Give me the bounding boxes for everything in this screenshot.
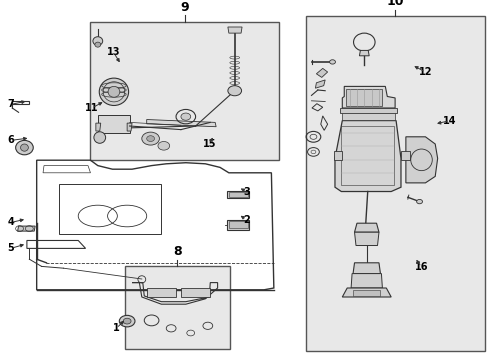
Polygon shape xyxy=(352,290,380,296)
Ellipse shape xyxy=(146,136,154,141)
Bar xyxy=(305,16,484,351)
Polygon shape xyxy=(342,288,390,297)
Polygon shape xyxy=(146,120,216,127)
Text: 2: 2 xyxy=(243,215,249,225)
Ellipse shape xyxy=(94,132,105,143)
Polygon shape xyxy=(333,151,342,160)
Polygon shape xyxy=(346,89,382,106)
Polygon shape xyxy=(315,80,325,88)
Polygon shape xyxy=(339,108,396,113)
Polygon shape xyxy=(96,123,101,131)
Polygon shape xyxy=(350,274,382,288)
Polygon shape xyxy=(405,137,437,183)
Text: 14: 14 xyxy=(442,116,456,126)
Ellipse shape xyxy=(108,86,120,97)
Polygon shape xyxy=(228,192,247,197)
Polygon shape xyxy=(354,223,378,232)
Text: 4: 4 xyxy=(7,217,14,228)
Text: 9: 9 xyxy=(180,1,188,14)
Ellipse shape xyxy=(95,42,101,47)
Text: 13: 13 xyxy=(106,47,120,57)
Ellipse shape xyxy=(158,141,169,150)
Polygon shape xyxy=(227,220,249,230)
Polygon shape xyxy=(227,27,242,33)
Text: 1: 1 xyxy=(113,323,120,333)
Ellipse shape xyxy=(99,78,128,105)
Polygon shape xyxy=(354,232,378,246)
Text: 11: 11 xyxy=(85,103,99,113)
Polygon shape xyxy=(342,113,394,120)
Polygon shape xyxy=(359,50,368,56)
Ellipse shape xyxy=(329,60,335,64)
Text: 12: 12 xyxy=(418,67,431,77)
Text: 10: 10 xyxy=(386,0,403,8)
Polygon shape xyxy=(316,68,327,77)
Ellipse shape xyxy=(20,144,28,151)
Text: 5: 5 xyxy=(7,243,14,253)
Polygon shape xyxy=(352,263,380,274)
Polygon shape xyxy=(400,151,409,160)
Ellipse shape xyxy=(227,86,241,96)
Polygon shape xyxy=(146,288,176,297)
Polygon shape xyxy=(228,221,247,228)
Bar xyxy=(90,22,278,160)
Polygon shape xyxy=(342,86,394,108)
Ellipse shape xyxy=(119,315,135,327)
Polygon shape xyxy=(181,288,210,297)
Ellipse shape xyxy=(142,132,159,145)
Text: 7: 7 xyxy=(7,99,14,109)
Text: 3: 3 xyxy=(243,186,249,197)
Polygon shape xyxy=(98,115,129,133)
Text: 15: 15 xyxy=(202,139,216,149)
Bar xyxy=(124,266,229,349)
Polygon shape xyxy=(18,226,35,231)
Ellipse shape xyxy=(181,113,190,120)
Polygon shape xyxy=(334,121,400,192)
Text: 16: 16 xyxy=(414,262,427,272)
Polygon shape xyxy=(127,123,132,131)
Polygon shape xyxy=(227,191,249,198)
Text: 6: 6 xyxy=(7,135,14,145)
Ellipse shape xyxy=(16,140,33,155)
Ellipse shape xyxy=(416,199,422,204)
Text: 8: 8 xyxy=(173,246,181,258)
Ellipse shape xyxy=(93,37,102,45)
Ellipse shape xyxy=(123,318,131,324)
